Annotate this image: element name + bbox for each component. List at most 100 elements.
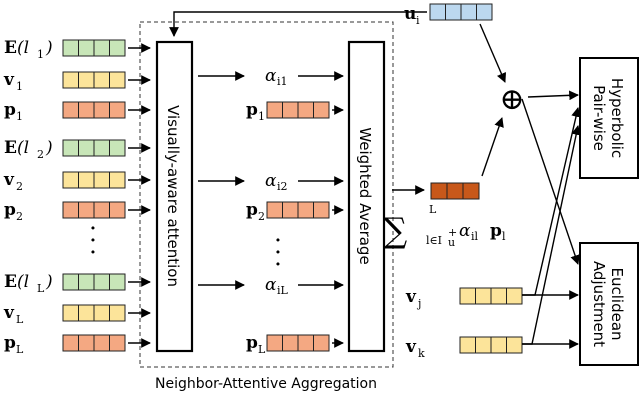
vector-cell — [266, 334, 283, 352]
user-to-plus-arrow — [479, 23, 507, 83]
input-ellipsis: · · · — [90, 219, 96, 263]
vector-cell — [490, 287, 507, 305]
vector-cell — [78, 71, 95, 89]
attention-output-iL: α iL p L — [198, 275, 344, 356]
user-embedding: u i — [404, 3, 493, 27]
vector-cell — [93, 101, 110, 119]
input-symbol: E — [4, 138, 17, 158]
input-sub: L — [37, 282, 45, 295]
alpha-sub: i1 — [277, 75, 288, 88]
vector-cell — [109, 139, 126, 157]
input-row-e-L: E (l L) — [4, 272, 151, 295]
vector-cell — [476, 3, 493, 21]
input-paren: (l — [17, 38, 29, 58]
aggregation-caption: Neighbor-Attentive Aggregation — [155, 376, 377, 392]
vector-cell — [62, 101, 79, 119]
vector-cell — [282, 201, 299, 219]
vector-cell — [62, 39, 79, 57]
svg-text:·: · — [90, 219, 96, 239]
item-j-embedding: v j — [405, 287, 523, 310]
alpha-sub: iL — [277, 284, 289, 297]
p-vector-bar — [266, 201, 330, 219]
visually-aware-attention-box — [155, 40, 194, 353]
svg-text:l: l — [502, 230, 506, 243]
input-vector-bar — [62, 201, 126, 219]
vector-cell — [313, 334, 330, 352]
to-model-arrows — [521, 90, 581, 349]
svg-text:·: · — [90, 231, 96, 251]
vector-cell — [506, 336, 523, 354]
p-symbol: p — [246, 200, 258, 220]
vector-cell — [93, 71, 110, 89]
vector-cell — [62, 334, 79, 352]
vector-cell — [62, 273, 79, 291]
alpha-sub: i2 — [277, 180, 288, 193]
vector-cell — [78, 139, 95, 157]
svg-text:·: · — [275, 231, 281, 251]
attention-output-i2: α i2 p 2 — [198, 171, 344, 223]
input-symbol: p — [4, 200, 16, 220]
vector-cell — [78, 334, 95, 352]
input-paren: (l — [17, 272, 29, 292]
input-vector-bar — [62, 273, 126, 291]
vector-cell — [62, 201, 79, 219]
aggregated-vector-bar — [430, 182, 480, 200]
vector-cell — [109, 304, 126, 322]
input-sub: 2 — [37, 148, 44, 161]
vector-cell — [475, 287, 492, 305]
input-sub: L — [16, 313, 24, 326]
input-row-e-1: E (l 1) — [4, 38, 151, 61]
item-k-vector-bar — [459, 336, 523, 354]
vector-cell — [490, 336, 507, 354]
hyperbolic-pairwise-box — [579, 57, 639, 179]
input-symbol: p — [4, 333, 16, 353]
vector-cell — [109, 201, 126, 219]
vector-cell — [93, 171, 110, 189]
input-row-e-2: E (l 2) — [4, 138, 151, 161]
vector-cell — [266, 201, 283, 219]
svg-text:∑: ∑ — [383, 211, 407, 251]
input-vector-bar — [62, 334, 126, 352]
svg-text:l∈I: l∈I — [426, 234, 442, 247]
hyperbolic-label-2: Pair-wise — [590, 85, 608, 151]
vector-cell — [297, 201, 314, 219]
vector-cell — [109, 71, 126, 89]
input-sub: L — [16, 343, 24, 356]
input-symbol: p — [4, 100, 16, 120]
p-sub: L — [258, 343, 266, 356]
hyperbolic-label-1: Hyperbolic — [608, 78, 626, 158]
vector-cell — [109, 273, 126, 291]
vector-cell — [78, 273, 95, 291]
vector-cell — [93, 273, 110, 291]
user-sub: i — [416, 14, 420, 27]
input-symbol: v — [3, 70, 15, 90]
aggregation-formula: ∑ L l∈I + u α il p l — [383, 203, 506, 251]
vector-cell — [109, 39, 126, 57]
svg-text:+: + — [448, 226, 457, 239]
vector-cell — [93, 334, 110, 352]
weighted-average-box — [347, 40, 386, 353]
svg-text:α: α — [459, 221, 471, 241]
aggregation-region — [139, 21, 394, 368]
input-sub: 2 — [16, 180, 23, 193]
vector-cell — [62, 171, 79, 189]
vector-cell — [78, 171, 95, 189]
vector-cell — [429, 3, 446, 21]
p-symbol: p — [246, 100, 258, 120]
vector-cell — [78, 101, 95, 119]
euclidean-label-1: Euclidean — [608, 267, 626, 340]
item-k-vector-cells — [459, 336, 523, 354]
item-k-embedding: v k — [405, 336, 523, 360]
input-symbol: v — [3, 170, 15, 190]
svg-text:k: k — [418, 347, 425, 360]
vector-cell — [446, 182, 464, 200]
input-vectors: E (l 1)v 1p 1E (l 2)v 2p 2E (l L)v Lp L — [3, 38, 151, 356]
input-paren: (l — [17, 138, 29, 158]
input-sub: 1 — [37, 48, 44, 61]
aggregate-to-plus-arrow — [481, 117, 504, 177]
input-symbol: E — [4, 272, 17, 292]
input-sub: 2 — [16, 210, 23, 223]
